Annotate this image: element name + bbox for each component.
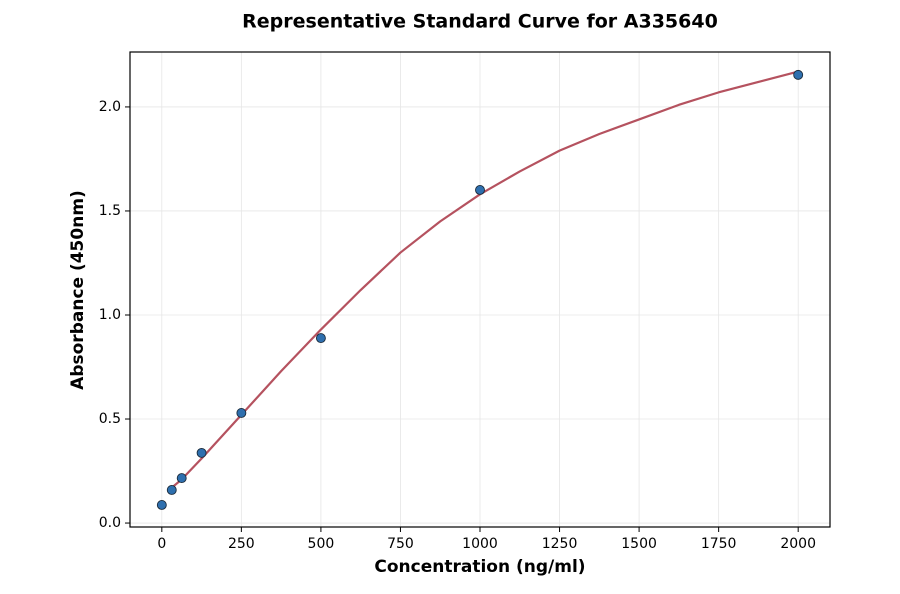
x-tick-label: 500: [308, 536, 335, 552]
x-tick-label: 250: [228, 536, 255, 552]
fit-curve: [171, 70, 799, 489]
x-tick-label: 1500: [621, 536, 657, 552]
x-tick-label: 0: [157, 536, 166, 552]
y-tick-label: 0.0: [99, 515, 121, 531]
data-point: [176, 473, 187, 484]
y-tick-label: 1.0: [99, 307, 121, 323]
data-point: [196, 447, 207, 458]
y-axis-label: Absorbance (450nm): [68, 190, 88, 390]
x-axis-label: Concentration (ng/ml): [374, 557, 585, 577]
x-tick-label: 1750: [701, 536, 737, 552]
data-point: [156, 499, 167, 510]
y-tick-label: 2.0: [99, 99, 121, 115]
y-tick-label: 1.5: [99, 203, 121, 219]
data-point: [315, 333, 326, 344]
x-tick-label: 1000: [462, 536, 498, 552]
data-point: [475, 184, 485, 195]
x-tick-label: 2000: [780, 536, 816, 552]
x-tick-label: 750: [387, 536, 414, 552]
x-tick-label: 1250: [542, 536, 578, 552]
data-point: [793, 69, 804, 80]
data-point: [166, 485, 177, 495]
data-point: [236, 408, 247, 418]
y-tick-label: 0.5: [99, 411, 121, 427]
plot-frame: [129, 51, 831, 528]
chart-title: Representative Standard Curve for A33564…: [242, 11, 718, 33]
